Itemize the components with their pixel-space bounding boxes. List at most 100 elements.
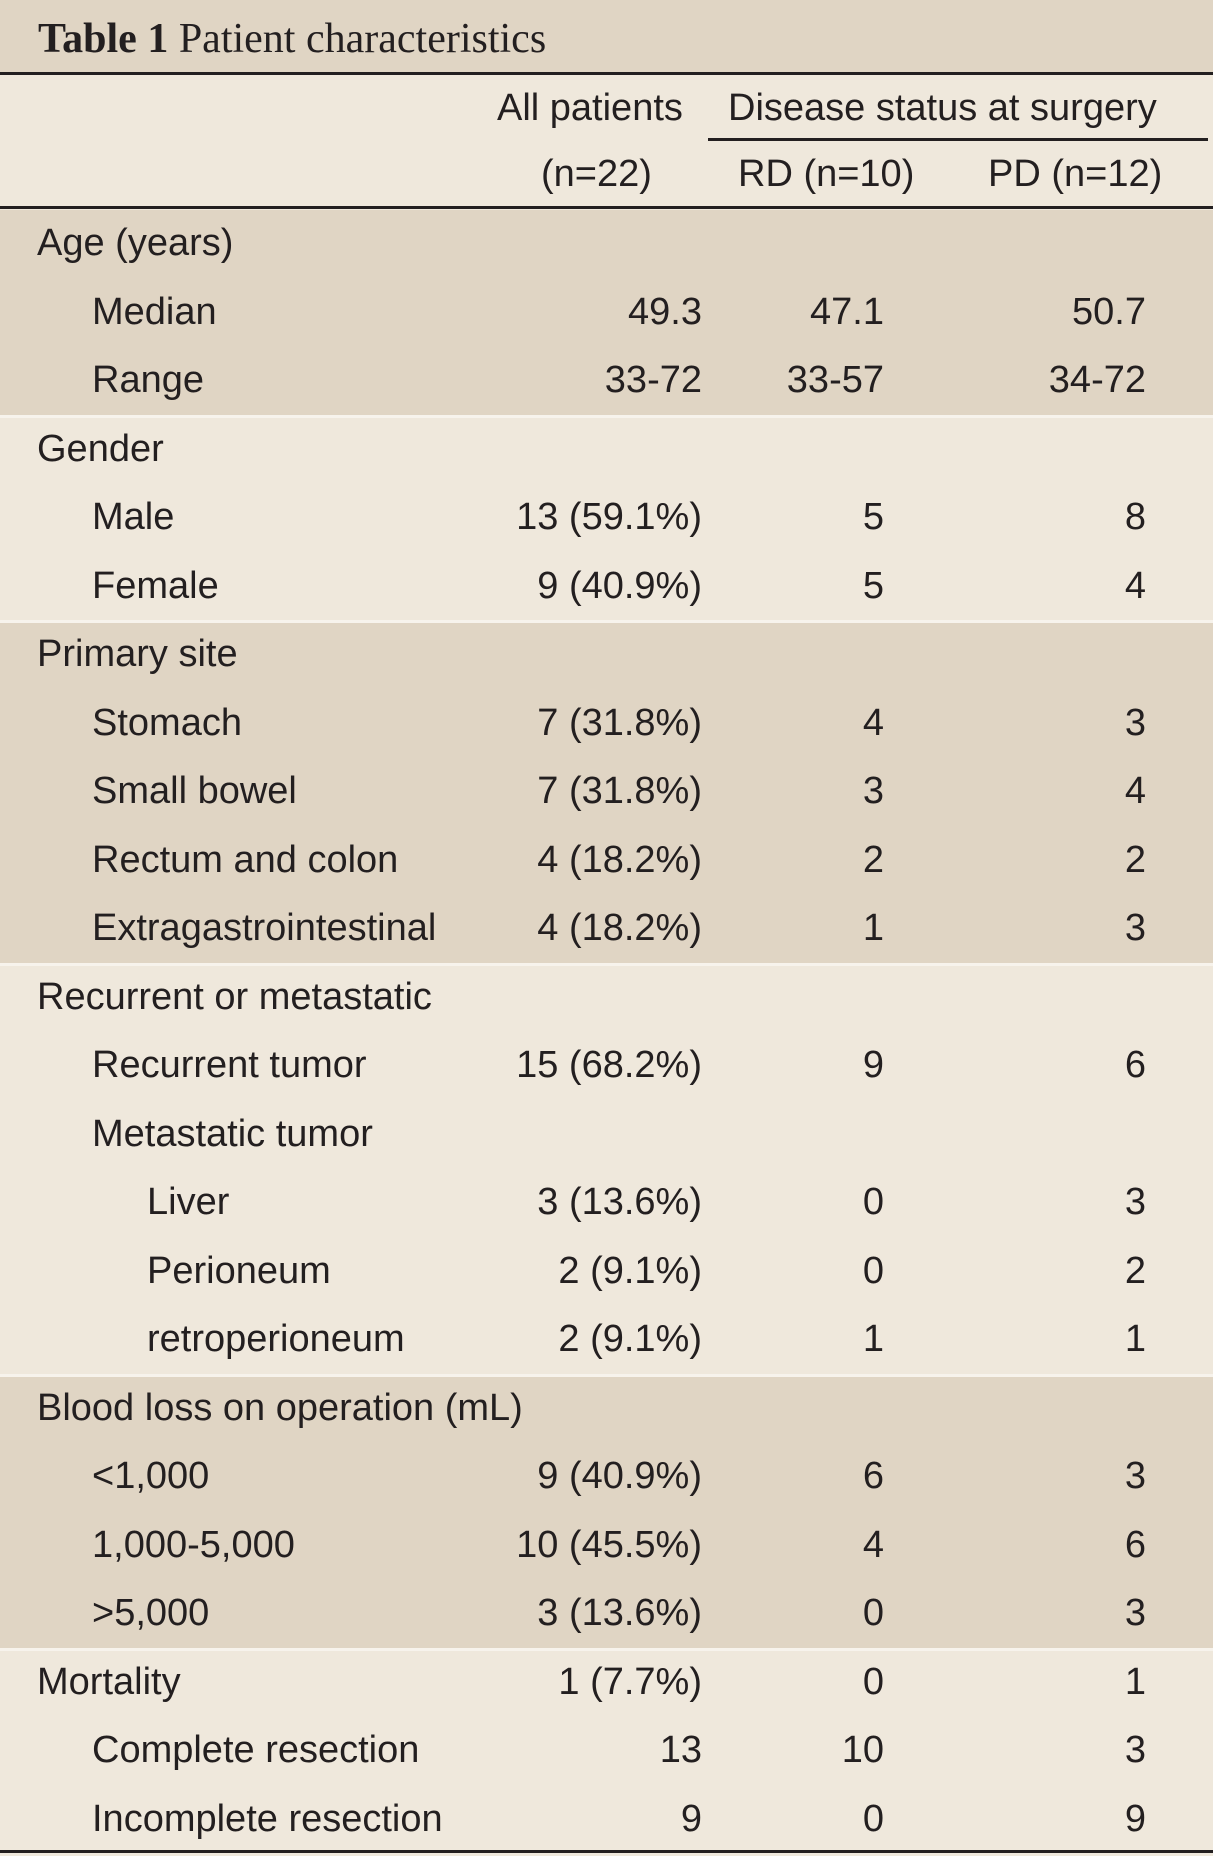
cell-rd: 0 [862, 1592, 884, 1634]
cell-rd: 3 [862, 770, 884, 812]
cell-pd: 2 [1124, 838, 1146, 881]
header-disease-status: Disease status at surgery [728, 87, 1157, 129]
header-rd: RD (n=10) [738, 153, 915, 195]
cell-pd: 1 [1124, 1318, 1146, 1360]
cell-rd: 9 [862, 1044, 884, 1086]
row-label: Primary site [37, 633, 238, 675]
header-subrule [708, 138, 1208, 141]
top-rule [0, 72, 1213, 75]
row-label: Female [92, 564, 219, 607]
row-label: Complete resection [92, 1729, 420, 1771]
row-label: Age (years) [37, 222, 234, 264]
cell-all-patients: 9 [680, 1797, 702, 1840]
header-bottom-rule [0, 206, 1213, 209]
row-label: Small bowel [92, 770, 297, 812]
row-label: Extragastrointestinal [92, 907, 437, 949]
cell-rd: 0 [862, 1797, 884, 1840]
cell-pd: 3 [1124, 1592, 1146, 1634]
bottom-rule [0, 1850, 1213, 1853]
row-label: Male [92, 496, 175, 538]
cell-pd: 50.7 [1072, 290, 1146, 333]
row-label: Gender [37, 427, 164, 470]
row-label: Median [92, 290, 217, 333]
cell-pd: 4 [1124, 564, 1146, 607]
cell-pd: 8 [1124, 496, 1146, 538]
header-all-patients-n: (n=22) [541, 153, 652, 195]
cell-pd: 3 [1124, 907, 1146, 949]
row-label: Incomplete resection [92, 1797, 443, 1840]
row-group-band [0, 963, 1213, 1375]
cell-rd: 10 [841, 1729, 884, 1771]
header-pd: PD (n=12) [988, 153, 1163, 195]
cell-pd: 3 [1124, 1729, 1146, 1771]
cell-rd: 0 [862, 1660, 884, 1703]
cell-rd: 47.1 [810, 290, 884, 333]
cell-pd: 9 [1124, 1797, 1146, 1840]
cell-pd: 6 [1124, 1044, 1146, 1086]
row-label: Range [92, 359, 204, 401]
row-group-band [0, 1374, 1213, 1649]
row-label: <1,000 [92, 1455, 210, 1497]
cell-rd: 6 [862, 1455, 884, 1497]
row-group-band [0, 210, 1213, 416]
cell-all-patients: 3 (13.6%) [537, 1181, 702, 1223]
row-group-separator [0, 962, 1213, 966]
row-label: Blood loss on operation (mL) [37, 1386, 523, 1429]
table-title: Patient characteristics [178, 16, 547, 62]
cell-pd: 3 [1124, 701, 1146, 744]
row-group-separator [0, 1373, 1213, 1377]
cell-all-patients: 9 (40.9%) [537, 1455, 702, 1497]
row-label: Metastatic tumor [92, 1112, 373, 1155]
row-group-band [0, 415, 1213, 621]
row-group-band [0, 621, 1213, 964]
cell-all-patients: 4 (18.2%) [537, 907, 702, 949]
cell-all-patients: 33-72 [604, 359, 702, 401]
row-label: 1,000-5,000 [92, 1523, 295, 1566]
cell-all-patients: 3 (13.6%) [537, 1592, 702, 1634]
row-label: retroperioneum [147, 1318, 405, 1360]
row-label: Recurrent tumor [92, 1044, 367, 1086]
cell-pd: 3 [1124, 1455, 1146, 1497]
row-label: >5,000 [92, 1592, 210, 1634]
cell-rd: 5 [862, 564, 884, 607]
row-label: Rectum and colon [92, 838, 399, 881]
table-caption: Table 1 Patient characteristics [0, 0, 1213, 72]
row-group-separator [0, 1647, 1213, 1651]
row-label: Mortality [37, 1660, 181, 1703]
cell-all-patients: 9 (40.9%) [537, 564, 702, 607]
row-group-band [0, 1648, 1213, 1854]
cell-rd: 2 [862, 838, 884, 881]
row-label: Perioneum [147, 1249, 331, 1292]
cell-rd: 5 [862, 496, 884, 538]
header-all-patients: All patients [497, 87, 683, 129]
cell-all-patients: 7 (31.8%) [537, 770, 702, 812]
cell-rd: 4 [862, 1523, 884, 1566]
table-number: Table 1 [38, 16, 169, 62]
cell-rd: 33-57 [786, 359, 884, 401]
cell-all-patients: 2 (9.1%) [558, 1249, 702, 1292]
cell-rd: 4 [862, 701, 884, 744]
row-group-separator [0, 414, 1213, 418]
cell-rd: 1 [862, 1318, 884, 1360]
row-label: Liver [147, 1181, 230, 1223]
cell-pd: 1 [1124, 1660, 1146, 1703]
cell-pd: 3 [1124, 1181, 1146, 1223]
cell-all-patients: 10 (45.5%) [516, 1523, 702, 1566]
cell-all-patients: 1 (7.7%) [558, 1660, 702, 1703]
cell-all-patients: 49.3 [628, 290, 702, 333]
cell-pd: 6 [1124, 1523, 1146, 1566]
cell-pd: 34-72 [1048, 359, 1146, 401]
cell-all-patients: 13 (59.1%) [516, 496, 702, 538]
row-label: Stomach [92, 701, 242, 744]
row-group-separator [0, 620, 1213, 623]
row-label: Recurrent or metastatic [37, 975, 432, 1018]
cell-all-patients: 4 (18.2%) [537, 838, 702, 881]
cell-all-patients: 13 [659, 1729, 702, 1771]
cell-all-patients: 2 (9.1%) [558, 1318, 702, 1360]
cell-rd: 0 [862, 1249, 884, 1292]
cell-rd: 0 [862, 1181, 884, 1223]
cell-pd: 4 [1124, 770, 1146, 812]
cell-all-patients: 7 (31.8%) [537, 701, 702, 744]
cell-pd: 2 [1124, 1249, 1146, 1292]
